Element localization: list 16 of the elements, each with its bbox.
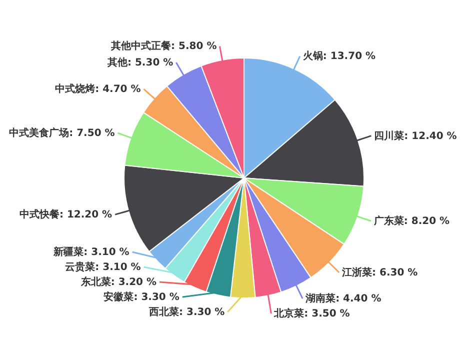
slice-label: 中式快餐: 12.20 % bbox=[19, 208, 112, 221]
slice-label: 其他中式正餐: 5.80 % bbox=[110, 40, 217, 52]
slice-label: 其他: 5.30 % bbox=[106, 56, 174, 68]
slice-label: 西北菜: 3.30 % bbox=[148, 306, 225, 318]
slice-label: 安徽菜: 3.30 % bbox=[104, 290, 180, 303]
slice-label: 中式烧烤: 4.70 % bbox=[55, 83, 141, 96]
slice-label: 湖南菜: 4.40 % bbox=[304, 292, 382, 305]
slice-label: 北京菜: 3.50 % bbox=[273, 308, 350, 320]
slice-label: 江浙菜: 6.30 % bbox=[341, 266, 418, 278]
slice-label: 四川菜: 12.40 % bbox=[374, 130, 457, 142]
slice-label: 东北菜: 3.20 % bbox=[80, 276, 156, 288]
slice-label: 中式美食广场: 7.50 % bbox=[9, 127, 115, 140]
slice-label: 云贵菜: 3.10 % bbox=[65, 260, 141, 273]
slice-label: 广东菜: 8.20 % bbox=[372, 215, 450, 228]
slice-label: 新疆菜: 3.10 % bbox=[52, 246, 130, 258]
slice-label: 火锅: 13.70 % bbox=[302, 50, 376, 62]
